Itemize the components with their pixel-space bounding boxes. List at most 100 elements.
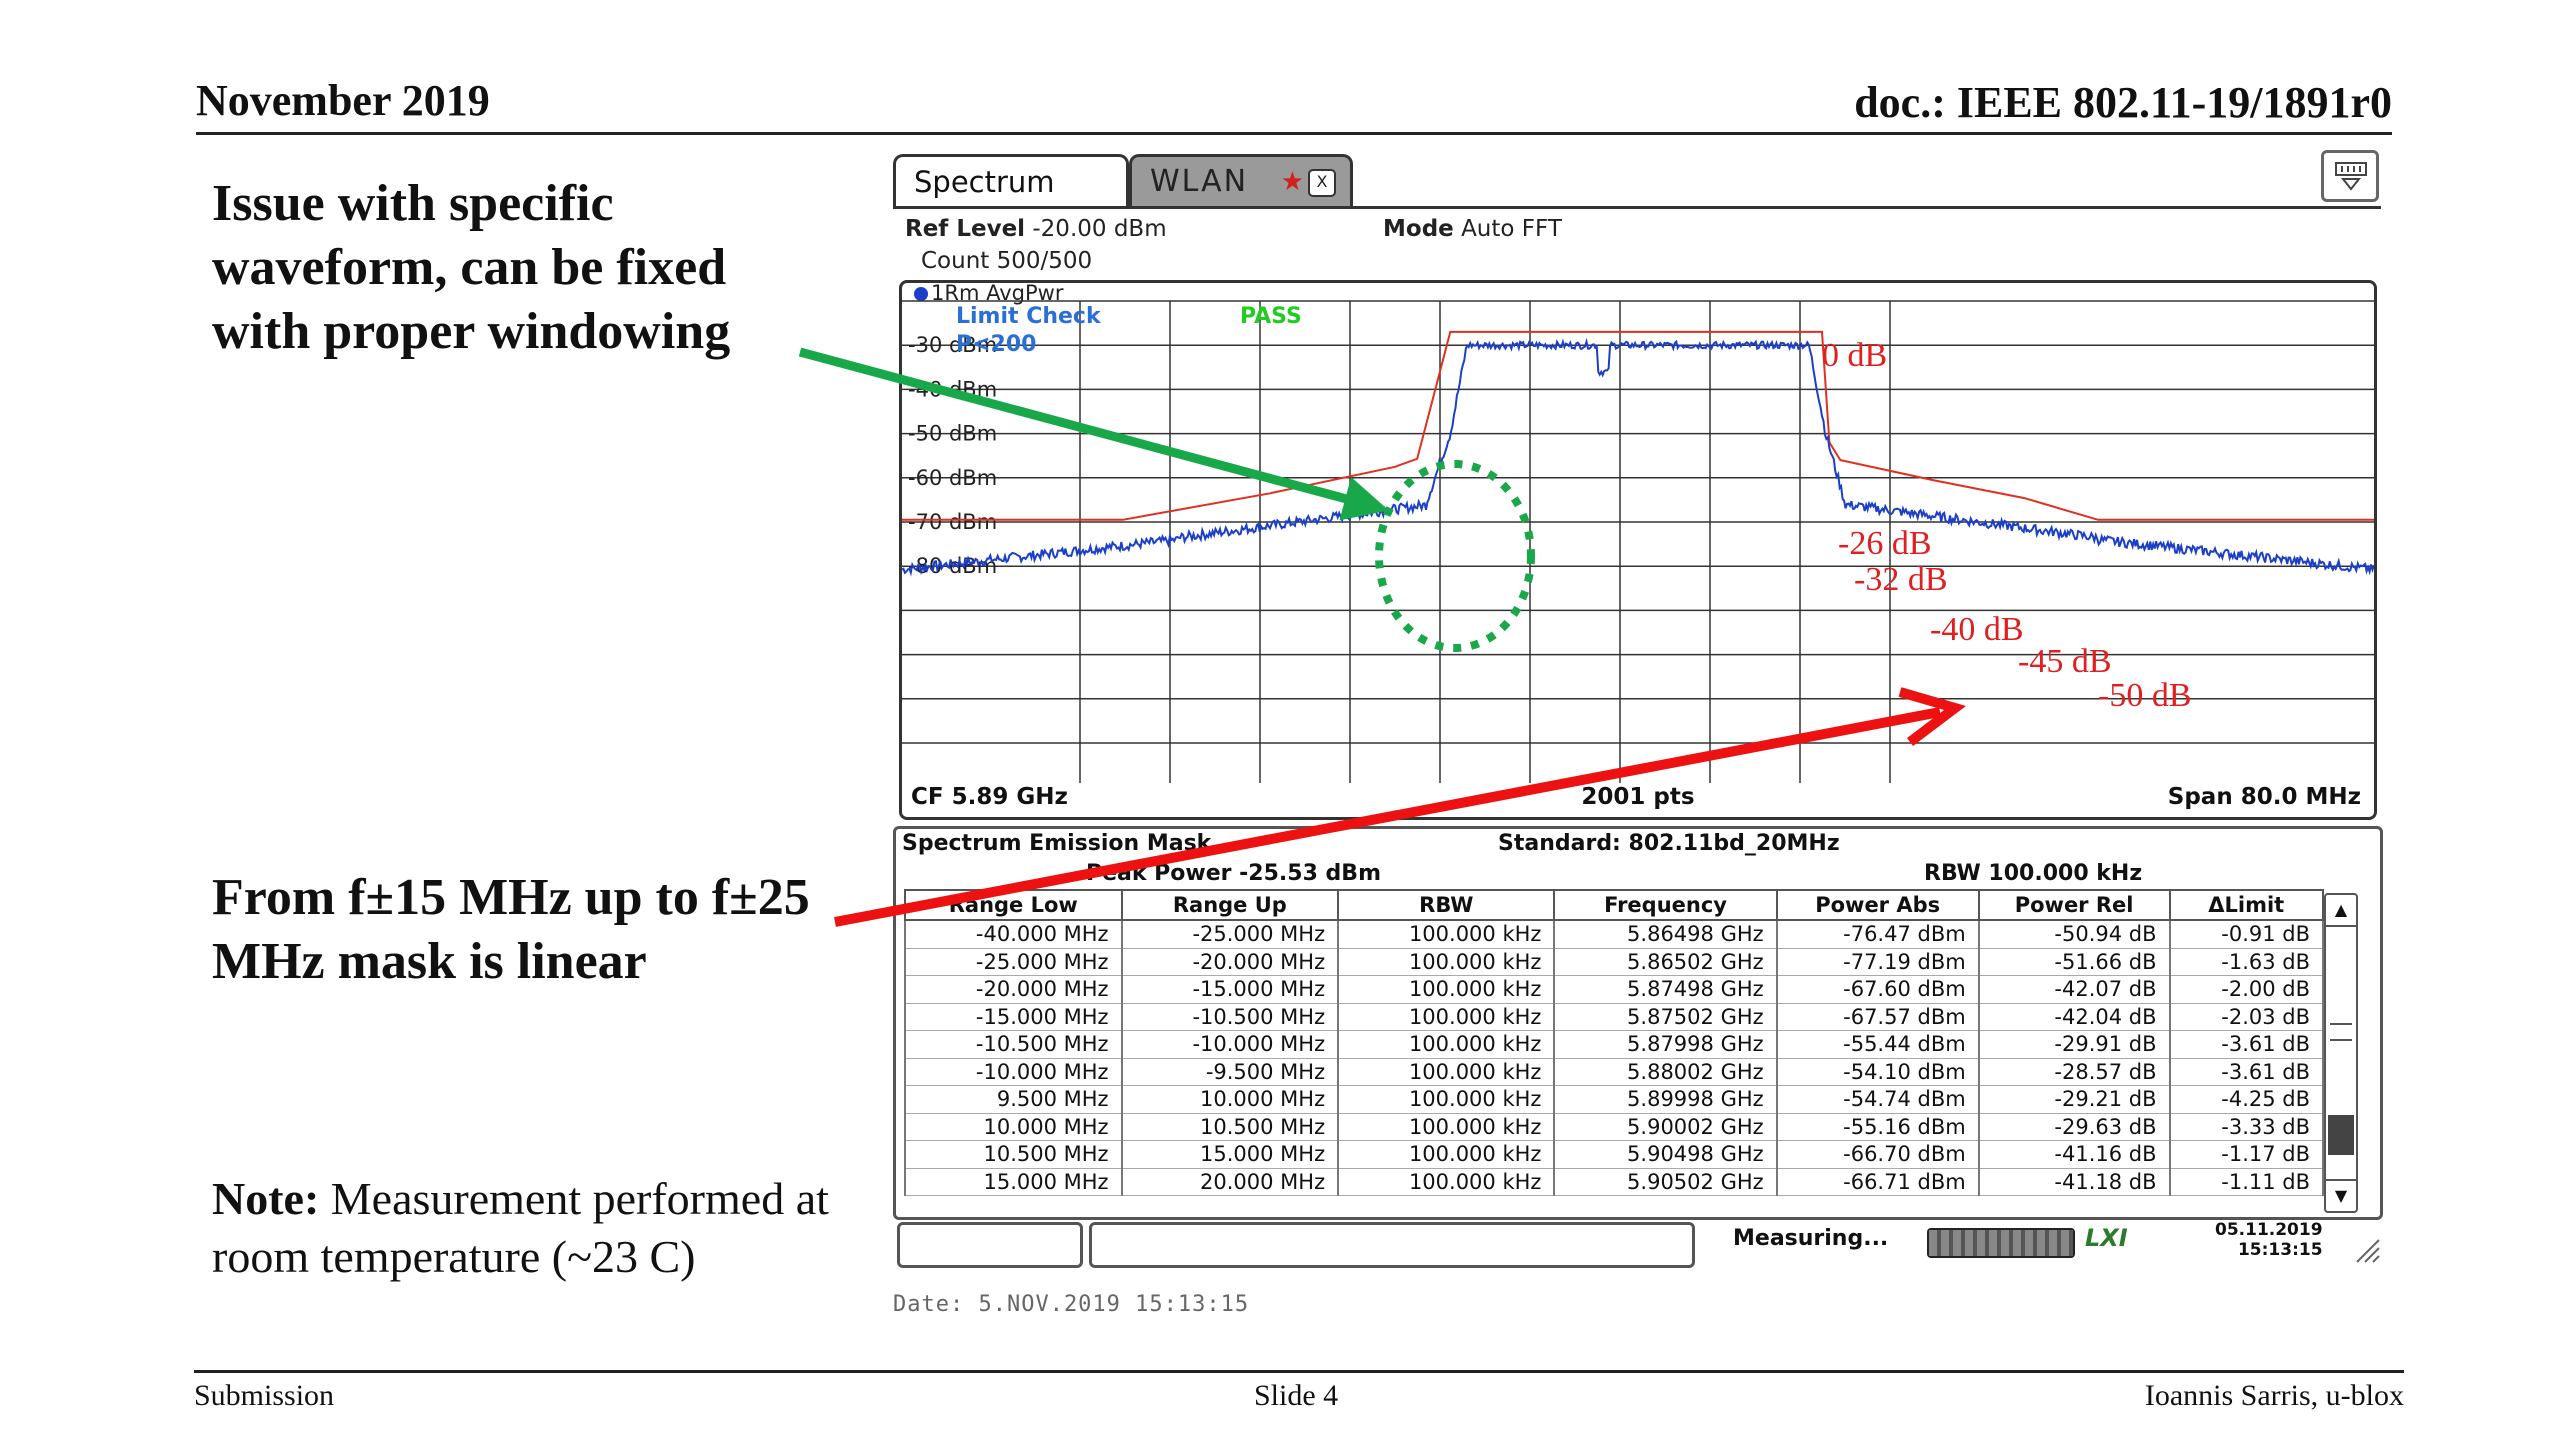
table-cell: 100.000 kHz: [1337, 1140, 1556, 1169]
table-cell: 10.000 MHz: [904, 1113, 1123, 1141]
table-cell: 5.86502 GHz: [1553, 948, 1778, 976]
trace-dot-icon: [914, 287, 928, 301]
footer-slide-number: Slide 4: [1254, 1379, 1339, 1412]
y-tick-label: -70 dBm: [908, 510, 997, 534]
table-cell: 100.000 kHz: [1337, 920, 1556, 949]
limit-name-label: P<200: [956, 332, 1036, 357]
table-cell: -41.18 dB: [1977, 1168, 2171, 1196]
table-cell: -10.500 MHz: [904, 1030, 1123, 1059]
mask-level-label: 0 dB: [1822, 337, 1887, 374]
table-cell: 100.000 kHz: [1337, 1168, 1556, 1196]
scroll-down-icon[interactable]: ▼: [2326, 1179, 2356, 1211]
tab-spectrum[interactable]: Spectrum: [893, 154, 1129, 206]
mode-value: Auto FFT: [1461, 216, 1562, 242]
table-cell: -41.16 dB: [1977, 1140, 2171, 1169]
table-cell: -66.71 dBm: [1775, 1168, 1980, 1196]
y-tick-label: -50 dBm: [908, 422, 997, 446]
table-cell: -10.000 MHz: [1120, 1030, 1340, 1059]
note-label: Note:: [212, 1173, 320, 1224]
table-cell: -55.16 dBm: [1775, 1113, 1980, 1141]
table-cell: 10.500 MHz: [904, 1140, 1123, 1169]
table-cell: 5.87498 GHz: [1553, 975, 1778, 1004]
mask-linear-text: From f±15 MHz up to f±25 MHz mask is lin…: [212, 869, 810, 990]
star-icon: ★: [1280, 167, 1306, 197]
scrollbar[interactable]: ▲ ▼: [2324, 893, 2358, 1213]
slide-date: November 2019: [196, 76, 490, 125]
scroll-up-icon[interactable]: ▲: [2326, 895, 2356, 927]
ref-level: Ref Level -20.00 dBm: [905, 216, 1167, 242]
table-cell: -4.25 dB: [2168, 1085, 2324, 1114]
tab-wlan[interactable]: WLAN ★ X: [1129, 154, 1353, 206]
table-cell: -15.000 MHz: [904, 1003, 1123, 1031]
slide-footer: Submission Slide 4 Ioannis Sarris, u-blo…: [194, 1370, 2404, 1423]
sem-rbw: RBW 100.000 kHz: [1924, 861, 2143, 886]
highlight-circle: [1375, 460, 1535, 652]
table-cell: -77.19 dBm: [1775, 948, 1980, 976]
table-cell: 5.90502 GHz: [1553, 1168, 1778, 1196]
footer-author: Ioannis Sarris, u-blox: [2144, 1379, 2404, 1412]
mode-label: Mode: [1383, 216, 1454, 242]
sem-results-panel: Spectrum Emission Mask Standard: 802.11b…: [893, 826, 2383, 1220]
tab-divider: [893, 206, 2381, 209]
doc-id: doc.: IEEE 802.11-19/1891r0: [1854, 78, 2392, 127]
table-cell: -67.60 dBm: [1775, 975, 1980, 1004]
mask-level-label: -50 dB: [2098, 677, 2192, 714]
table-cell: -10.000 MHz: [904, 1058, 1123, 1086]
table-cell: 5.87502 GHz: [1553, 1003, 1778, 1031]
scroll-grip-icon: [2330, 1023, 2352, 1041]
scroll-thumb[interactable]: [2328, 1115, 2354, 1155]
table-cell: 100.000 kHz: [1337, 1030, 1556, 1059]
mask-level-label: -26 dB: [1838, 525, 1932, 562]
sem-table-body: -40.000 MHz -25.000 MHz 100.000 kHz 5.86498…: [904, 920, 2324, 1196]
menu-icon[interactable]: [2321, 150, 2379, 202]
table-cell: 5.90498 GHz: [1553, 1140, 1778, 1169]
table-row: -15.000 MHz -10.500 MHz 100.000 kHz 5.87502…: [904, 1003, 2324, 1031]
sem-col-header: Power Abs: [1775, 889, 1980, 921]
progress-fill: [1929, 1230, 2073, 1256]
note-text: Note: Measurement performed at room temp…: [212, 1170, 892, 1286]
table-cell: -67.57 dBm: [1775, 1003, 1980, 1031]
table-cell: -51.66 dB: [1977, 948, 2171, 976]
mode: Mode Auto FFT: [1383, 216, 1562, 242]
status-bar: Measuring... LXI 05.11.2019 15:13:15: [893, 1220, 2383, 1268]
y-tick-label: -60 dBm: [908, 466, 997, 490]
table-cell: -55.44 dBm: [1775, 1030, 1980, 1059]
sem-col-header: Power Rel: [1977, 889, 2171, 921]
status-date: 05.11.2019: [2215, 1220, 2323, 1240]
table-row: -25.000 MHz -20.000 MHz 100.000 kHz 5.86502…: [904, 948, 2324, 976]
trace-label: 1Rm AvgPwr: [914, 283, 1063, 305]
table-cell: -3.33 dB: [2168, 1113, 2324, 1141]
sem-col-header: ΔLimit: [2168, 889, 2324, 921]
sem-table: Range Low Range Up RBW Frequency Power Abs Po…: [904, 889, 2324, 1196]
table-cell: 100.000 kHz: [1337, 948, 1556, 976]
table-cell: -25.000 MHz: [904, 948, 1123, 976]
sweep-count: Count 500/500: [921, 248, 1093, 274]
table-cell: -3.61 dB: [2168, 1030, 2324, 1059]
table-cell: 10.000 MHz: [1120, 1085, 1340, 1114]
table-cell: -25.000 MHz: [1120, 920, 1340, 949]
table-cell: 9.500 MHz: [904, 1085, 1123, 1114]
spectrum-analyzer-screenshot: Spectrum WLAN ★ X Ref Level -20.00 dBm M…: [893, 150, 2383, 1270]
table-cell: -42.04 dB: [1977, 1003, 2171, 1031]
table-row: 9.500 MHz 10.000 MHz 100.000 kHz 5.89998 GH…: [904, 1085, 2324, 1114]
close-icon[interactable]: X: [1308, 169, 1336, 197]
y-tick-label: -30 dBm: [908, 333, 997, 357]
table-cell: -76.47 dBm: [1775, 920, 1980, 949]
table-cell: -1.63 dB: [2168, 948, 2324, 976]
table-cell: -40.000 MHz: [904, 920, 1123, 949]
ref-level-label: Ref Level: [905, 216, 1026, 242]
table-cell: -0.91 dB: [2168, 920, 2324, 949]
table-cell: 15.000 MHz: [1120, 1140, 1340, 1169]
table-cell: -66.70 dBm: [1775, 1140, 1980, 1169]
mask-level-label: -32 dB: [1854, 561, 1948, 598]
table-row: -10.500 MHz -10.000 MHz 100.000 kHz 5.87998…: [904, 1030, 2324, 1059]
pass-label: PASS: [1240, 304, 1302, 329]
mask-level-labels: 0 dB -26 dB-32 dB -40 dB-45 dB-50 dB: [1822, 337, 2192, 714]
table-cell: 5.89998 GHz: [1553, 1085, 1778, 1114]
progress-bar: [1927, 1228, 2075, 1258]
red-arrow: [834, 707, 1941, 927]
spectrum-graph: 1Rm AvgPwr -30 dBm-40 dBm-50 dBm-60 dBm-…: [899, 280, 2377, 820]
mask-level-label: -40 dB: [1930, 611, 2024, 648]
sweep-points: 2001 pts: [1581, 784, 1695, 810]
resize-grip-icon: [2356, 1239, 2380, 1263]
